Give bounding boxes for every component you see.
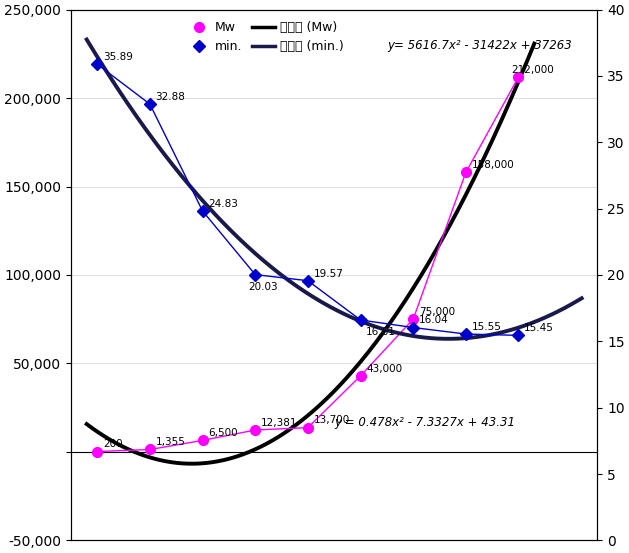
Text: 12,381: 12,381 — [261, 418, 298, 428]
Text: 13,700: 13,700 — [313, 415, 350, 425]
Text: 200: 200 — [103, 440, 123, 450]
Text: 212,000: 212,000 — [511, 65, 554, 75]
Text: 16.61: 16.61 — [366, 327, 396, 337]
Text: 19.57: 19.57 — [313, 269, 343, 279]
Text: 75,000: 75,000 — [419, 307, 455, 317]
Text: 20.03: 20.03 — [248, 282, 278, 292]
Legend: Mw, min., 다항식 (Mw), 다항식 (min.): Mw, min., 다항식 (Mw), 다항식 (min.) — [182, 16, 348, 58]
Text: y = 0.478x² - 7.3327x + 43.31: y = 0.478x² - 7.3327x + 43.31 — [334, 416, 515, 429]
Text: 43,000: 43,000 — [366, 364, 402, 374]
Text: 158,000: 158,000 — [471, 160, 514, 170]
Text: 15.45: 15.45 — [524, 323, 554, 333]
Text: 16.04: 16.04 — [419, 315, 448, 325]
Text: 35.89: 35.89 — [103, 52, 133, 62]
Text: 32.88: 32.88 — [155, 92, 186, 102]
Text: 15.55: 15.55 — [471, 322, 501, 332]
Text: y= 5616.7x² - 31422x + 37263: y= 5616.7x² - 31422x + 37263 — [387, 39, 572, 53]
Text: 24.83: 24.83 — [208, 199, 238, 208]
Text: 1,355: 1,355 — [155, 437, 186, 447]
Text: 6,500: 6,500 — [208, 428, 238, 438]
